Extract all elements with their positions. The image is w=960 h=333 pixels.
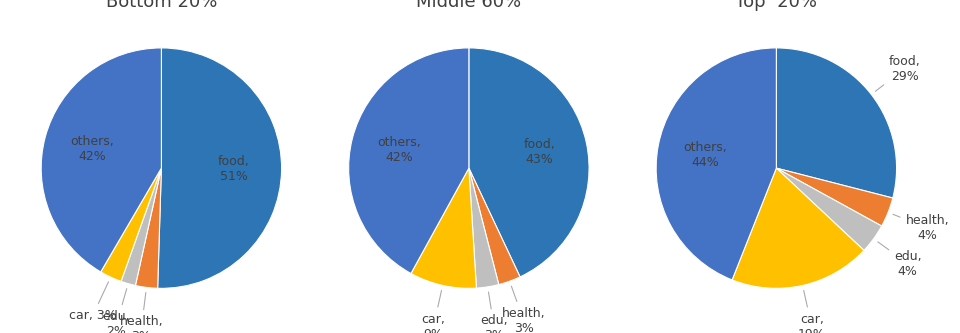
Text: others,
44%: others, 44% bbox=[684, 141, 728, 168]
Wedge shape bbox=[135, 168, 161, 288]
Text: health,
4%: health, 4% bbox=[893, 214, 949, 242]
Title: Bottom 20%: Bottom 20% bbox=[106, 0, 217, 11]
Wedge shape bbox=[348, 48, 468, 273]
Wedge shape bbox=[468, 168, 520, 285]
Wedge shape bbox=[468, 168, 499, 288]
Title: Top  20%: Top 20% bbox=[735, 0, 817, 11]
Wedge shape bbox=[777, 168, 893, 226]
Wedge shape bbox=[101, 168, 161, 281]
Wedge shape bbox=[656, 48, 777, 280]
Text: edu,
2%: edu, 2% bbox=[103, 289, 131, 333]
Wedge shape bbox=[157, 48, 281, 288]
Wedge shape bbox=[41, 48, 161, 272]
Wedge shape bbox=[777, 168, 881, 250]
Text: others,
42%: others, 42% bbox=[70, 135, 113, 163]
Text: food,
51%: food, 51% bbox=[218, 155, 250, 183]
Text: food,
43%: food, 43% bbox=[523, 139, 555, 166]
Wedge shape bbox=[121, 168, 161, 285]
Title: Middle 60%: Middle 60% bbox=[417, 0, 521, 11]
Text: car,
9%: car, 9% bbox=[421, 290, 445, 333]
Text: others,
42%: others, 42% bbox=[377, 136, 420, 164]
Wedge shape bbox=[777, 48, 897, 198]
Wedge shape bbox=[411, 168, 476, 288]
Wedge shape bbox=[732, 168, 864, 288]
Text: car, 3%: car, 3% bbox=[69, 282, 117, 322]
Wedge shape bbox=[468, 48, 589, 277]
Text: car,
19%: car, 19% bbox=[798, 290, 826, 333]
Text: edu,
4%: edu, 4% bbox=[877, 242, 922, 277]
Text: edu,
3%: edu, 3% bbox=[480, 292, 508, 333]
Text: health,
3%: health, 3% bbox=[502, 286, 545, 333]
Text: health,
3%: health, 3% bbox=[119, 293, 163, 333]
Text: food,
29%: food, 29% bbox=[876, 55, 921, 91]
